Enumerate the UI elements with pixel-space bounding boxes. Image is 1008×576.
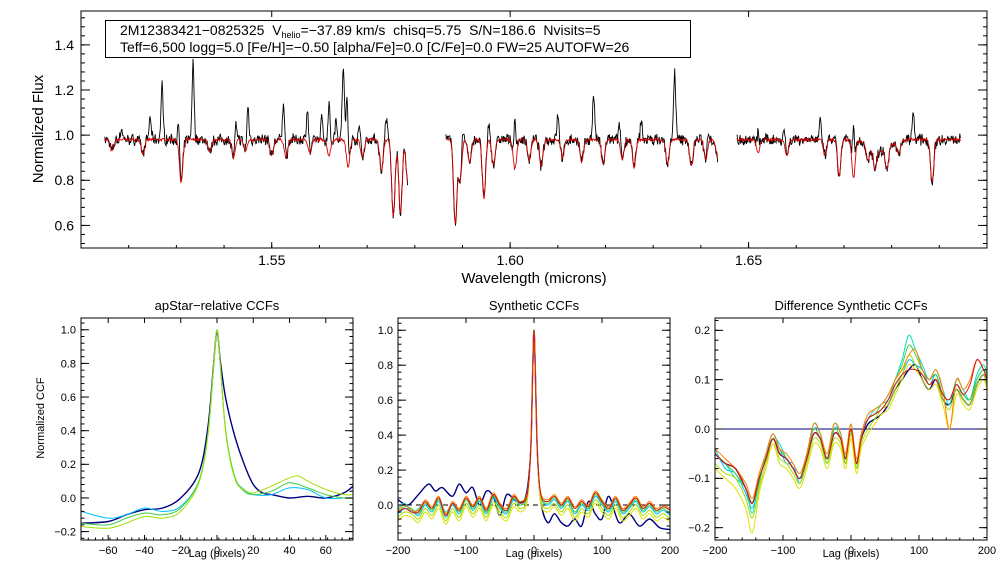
ccf-yellowgreen-line bbox=[81, 329, 353, 529]
star-info-line-1: 2M12383421−0825325 Vhelio=−37.89 km/s ch… bbox=[120, 22, 690, 40]
spectrum-ytick-label: 1.0 bbox=[55, 127, 75, 143]
feh-value: [Fe/H]=−0.50 bbox=[247, 39, 330, 55]
difference-ccf-series bbox=[715, 334, 987, 534]
spectrum-xtick-label: 1.55 bbox=[258, 252, 285, 268]
difference-ccf-ytick-label: 0.0 bbox=[695, 424, 710, 436]
apstar-ccf-axes: −60 −40 −20 0 20 40 60 −0.2 0.0 0.2 0.4 0.6 0.8 1.0 bbox=[54, 317, 354, 557]
apstar-ccf-xtick-label: 0 bbox=[214, 545, 220, 557]
spectrum-xlabel: Wavelength (microns) bbox=[461, 270, 606, 287]
spectrum-ytick-label: 1.4 bbox=[55, 37, 75, 53]
teff-value: Teff=6,500 bbox=[120, 39, 186, 55]
synthetic-ccf-xtick-label: 200 bbox=[661, 545, 679, 557]
apstar-ccf-xtick-label: −20 bbox=[171, 545, 190, 557]
difference-ccf-xtick-label: 100 bbox=[910, 545, 928, 557]
observed-spectrum-chip-3 bbox=[736, 112, 961, 186]
apstar-ccf-xtick-label: −60 bbox=[99, 545, 118, 557]
apstar-ccf-xtick-label: −40 bbox=[135, 545, 154, 557]
apstar-ccf-ytick-label: 0.0 bbox=[61, 493, 76, 505]
vhelio-prefix: V bbox=[272, 22, 282, 38]
observed-spectrum-chip-1 bbox=[104, 58, 408, 219]
synthetic-red-line bbox=[398, 329, 670, 516]
fw-value: FW=25 bbox=[496, 39, 542, 55]
difference-ccf-ytick-label: 0.1 bbox=[695, 375, 710, 387]
apstar-ccf-series bbox=[81, 329, 353, 529]
vhelio-subscript: helio bbox=[281, 30, 301, 40]
autofw-value: AUTOFW=26 bbox=[545, 39, 630, 55]
diff-orange-line bbox=[715, 348, 987, 499]
diff-red-line bbox=[715, 359, 987, 504]
difference-ccf-xtick-label: −200 bbox=[703, 545, 728, 557]
apstar-ccf-ytick-label: −0.2 bbox=[54, 526, 76, 538]
chisq-value: chisq=5.75 bbox=[393, 22, 462, 38]
spectrum-frame bbox=[80, 10, 988, 249]
synthetic-ccf-ytick-label: 0.4 bbox=[378, 430, 393, 442]
spectrum-ylabel: Normalized Flux bbox=[30, 74, 47, 183]
synthetic-ccf-title: Synthetic CCFs bbox=[489, 298, 580, 313]
apstar-ccf-xtick-label: 40 bbox=[283, 545, 295, 557]
difference-ccf-ytick-label: −0.1 bbox=[688, 473, 710, 485]
star-info-line-2: Teff=6,500 logg=5.0 [Fe/H]=−0.50 [alpha/… bbox=[120, 39, 690, 56]
model-spectrum-chip-1 bbox=[104, 136, 408, 218]
synthetic-ccf-xtick-label: 100 bbox=[593, 545, 611, 557]
spectrum-ytick-label: 0.8 bbox=[55, 172, 75, 188]
synthetic-ccf-ytick-label: 0.0 bbox=[378, 500, 393, 512]
synthetic-ccf-xtick-label: 0 bbox=[531, 545, 537, 557]
synthetic-ccf-xlabel: Lag (pixels) bbox=[506, 548, 563, 560]
difference-ccf-ytick-label: 0.2 bbox=[695, 325, 710, 337]
apstar-ccf-panel: apStar−relative CCFs Lag (pixels) Normal… bbox=[35, 298, 354, 560]
spectrum-ytick-label: 0.6 bbox=[55, 217, 75, 233]
synthetic-ccf-ytick-label: 1.0 bbox=[378, 325, 393, 337]
difference-ccf-ytick-label: −0.2 bbox=[688, 523, 710, 535]
spectrum-xtick-label: 1.65 bbox=[735, 252, 762, 268]
snr-value: S/N=186.6 bbox=[469, 22, 536, 38]
apstar-ccf-ytick-label: 1.0 bbox=[61, 325, 76, 337]
apstar-ccf-xlabel: Lag (pixels) bbox=[189, 548, 246, 560]
apstar-ccf-ytick-label: 0.6 bbox=[61, 392, 76, 404]
apstar-ccf-ylabel: Normalized CCF bbox=[35, 377, 47, 459]
difference-ccf-xtick-label: 200 bbox=[978, 545, 996, 557]
synthetic-ccf-xtick-label: −200 bbox=[386, 545, 411, 557]
apstar-ccf-ytick-label: 0.2 bbox=[61, 459, 76, 471]
synthetic-ccf-ytick-label: 0.2 bbox=[378, 465, 393, 477]
synthetic-ccf-ytick-label: 0.8 bbox=[378, 360, 393, 372]
apstar-ccf-xtick-label: 60 bbox=[320, 545, 332, 557]
difference-ccf-xlabel: Lag (pixels) bbox=[823, 548, 880, 560]
model-spectrum-chip-3 bbox=[736, 136, 961, 182]
apstar-ccf-ytick-label: 0.4 bbox=[61, 426, 76, 438]
alphafe-value: [alpha/Fe]=0.0 bbox=[333, 39, 423, 55]
difference-ccf-axes: −200 −100 0 100 200 −0.2 −0.1 0.0 0.1 0.2 bbox=[688, 317, 996, 557]
synthetic-ccf-axes: −200 −100 0 100 200 0.0 0.2 0.4 0.6 0.8 1.0 bbox=[378, 317, 679, 557]
difference-ccf-panel: Difference Synthetic CCFs Lag (pixels) −… bbox=[688, 298, 996, 560]
synthetic-ccf-panel: Synthetic CCFs Lag (pixels) −200 −100 0 100… bbox=[378, 298, 679, 560]
difference-ccf-xtick-label: −100 bbox=[771, 545, 796, 557]
nvisits-value: Nvisits=5 bbox=[543, 22, 601, 38]
spectrum-panel: Wavelength (microns) Normalized Flux 1.5… bbox=[30, 10, 988, 287]
diff-yellow-line bbox=[715, 364, 987, 534]
synthetic-ccf-xtick-label: −100 bbox=[454, 545, 479, 557]
logg-value: logg=5.0 bbox=[189, 39, 244, 55]
cfe-value: [C/Fe]=0.0 bbox=[426, 39, 493, 55]
star-id: 2M12383421−0825325 bbox=[120, 22, 265, 38]
spectrum-axes: 1.55 1.60 1.65 0.6 0.8 1.0 1.2 1.4 bbox=[55, 10, 988, 268]
difference-ccf-title: Difference Synthetic CCFs bbox=[775, 298, 928, 313]
apstar-ccf-xtick-label: 20 bbox=[247, 545, 259, 557]
spectrum-xtick-label: 1.60 bbox=[497, 252, 524, 268]
vhelio-value: =−37.89 km/s bbox=[300, 22, 386, 38]
synthetic-ccf-ytick-label: 0.6 bbox=[378, 395, 393, 407]
synthetic-ccf-series bbox=[398, 329, 670, 531]
spectrum-ytick-label: 1.2 bbox=[55, 82, 75, 98]
model-spectrum-chip-2 bbox=[445, 136, 718, 225]
difference-ccf-xtick-label: 0 bbox=[848, 545, 854, 557]
apstar-ccf-title: apStar−relative CCFs bbox=[155, 298, 280, 313]
star-info-box: 2M12383421−0825325 Vhelio=−37.89 km/s ch… bbox=[105, 20, 691, 58]
apstar-ccf-ytick-label: 0.8 bbox=[61, 358, 76, 370]
